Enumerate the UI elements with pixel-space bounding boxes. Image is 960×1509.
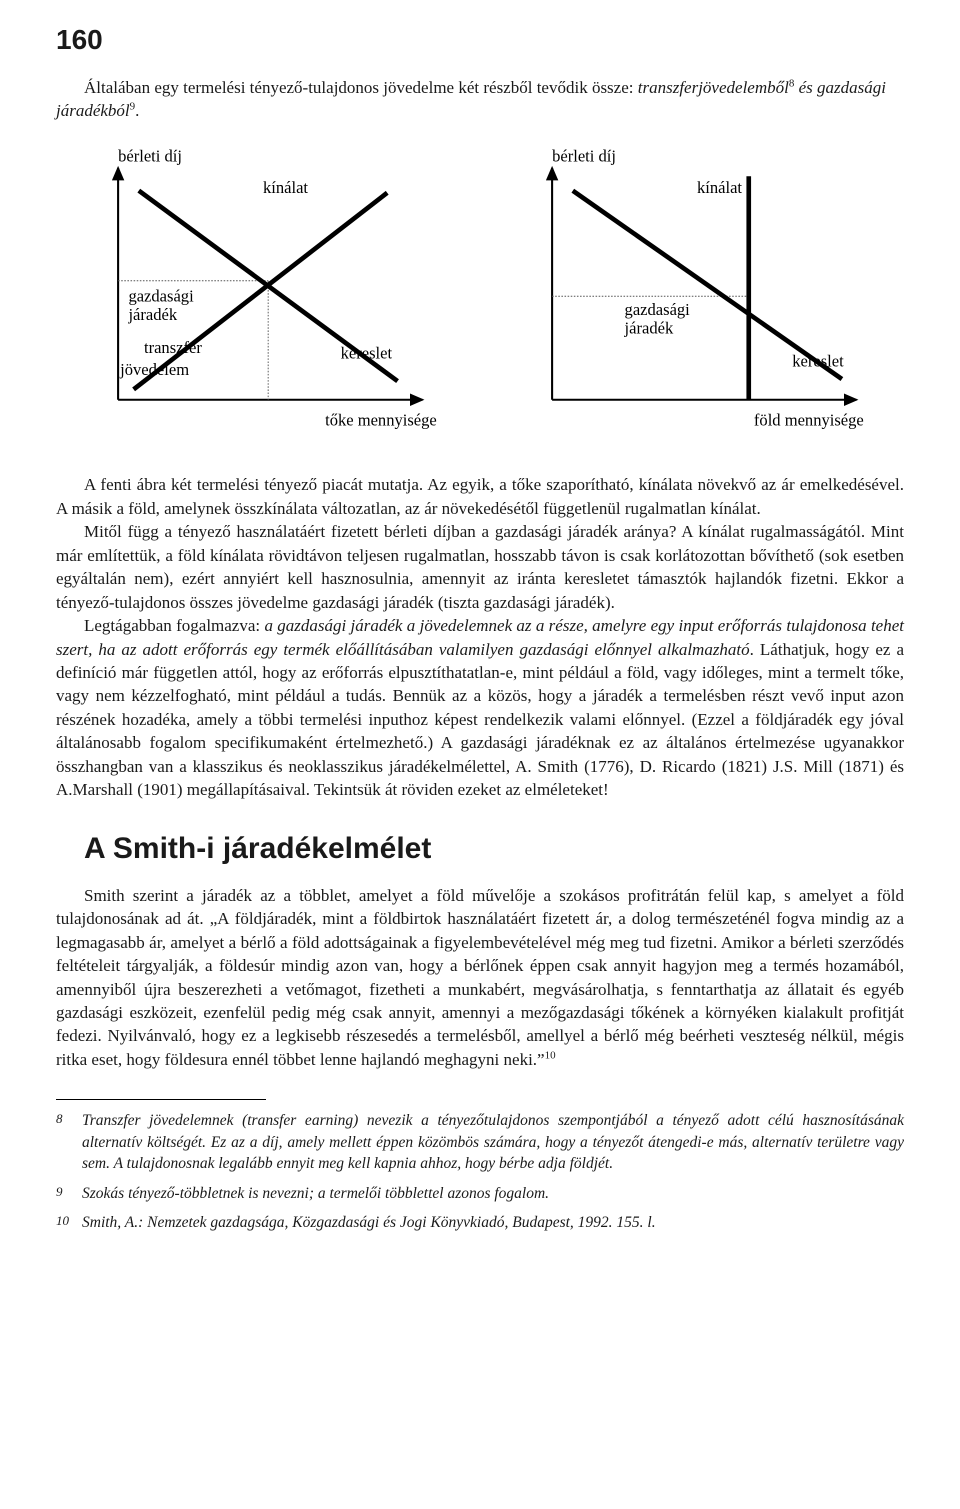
chart-right-supply: kínálat — [697, 178, 742, 197]
footnote-10-text: Smith, A.: Nemzetek gazdagsága, Közgazda… — [82, 1212, 904, 1233]
intro-c: és — [794, 78, 817, 97]
chart-left-ann1: gazdasági — [128, 286, 194, 305]
chart-right-demand: kereslet — [792, 352, 844, 371]
chart-left-svg: bérleti díj kínálat kereslet tőke mennyi… — [56, 141, 470, 452]
page-number: 160 — [56, 24, 904, 56]
intro-e: . — [135, 101, 139, 120]
body-p3a: Legtágabban fogalmazva: — [84, 616, 264, 635]
charts-row: bérleti díj kínálat kereslet tőke mennyi… — [56, 141, 904, 452]
chart-right-ann1b: járadék — [624, 318, 674, 337]
body2-p1-sup: 10 — [545, 1049, 556, 1061]
intro-b: transzferjövedelemből — [638, 78, 789, 97]
chart-right: bérleti díj kínálat kereslet föld mennyi… — [490, 141, 904, 452]
footnote-8: 8 Transzfer jövedelemnek (transfer earni… — [56, 1110, 904, 1174]
chart-left-demand: kereslet — [341, 343, 393, 362]
chart-left-supply: kínálat — [263, 178, 308, 197]
chart-left-ann1b: járadék — [127, 305, 177, 324]
chart-right-svg: bérleti díj kínálat kereslet föld mennyi… — [490, 141, 904, 452]
chart-left-ann3: jövedelem — [119, 360, 189, 379]
chart-left: bérleti díj kínálat kereslet tőke mennyi… — [56, 141, 470, 452]
footnote-8-num: 8 — [56, 1110, 82, 1174]
footnote-9: 9 Szokás tényező-többletnek is nevezni; … — [56, 1183, 904, 1204]
footnote-9-text: Szokás tényező-többletnek is nevezni; a … — [82, 1183, 904, 1204]
chart-right-ann1: gazdasági — [625, 300, 691, 319]
chart-right-ylabel: bérleti díj — [552, 147, 616, 166]
body-block-1: A fenti ábra két termelési tényező piacá… — [56, 473, 904, 801]
body-p3c: . Láthatjuk, hogy ez a definíció már füg… — [56, 640, 904, 800]
intro-a: Általában egy termelési tényező-tulajdon… — [84, 78, 638, 97]
body2-p1: Smith szerint a járadék az a többlet, am… — [56, 884, 904, 1072]
footnote-9-num: 9 — [56, 1183, 82, 1204]
footnote-8-text: Transzfer jövedelemnek (transfer earning… — [82, 1110, 904, 1174]
chart-right-xlabel: föld mennyisége — [754, 411, 864, 430]
footnote-separator — [56, 1099, 266, 1100]
chart-left-ylabel: bérleti díj — [118, 147, 182, 166]
footnotes: 8 Transzfer jövedelemnek (transfer earni… — [56, 1110, 904, 1233]
body-p1: A fenti ábra két termelési tényező piacá… — [56, 473, 904, 520]
body-p2: Mitől függ a tényező használatáért fizet… — [56, 520, 904, 614]
body-p3: Legtágabban fogalmazva: a gazdasági jára… — [56, 614, 904, 802]
footnote-10-num: 10 — [56, 1212, 82, 1233]
body2-p1a: Smith szerint a járadék az a többlet, am… — [56, 886, 904, 1069]
chart-left-xlabel: tőke mennyisége — [325, 411, 437, 430]
footnote-10: 10 Smith, A.: Nemzetek gazdagsága, Közga… — [56, 1212, 904, 1233]
intro-paragraph: Általában egy termelési tényező-tulajdon… — [56, 76, 904, 123]
chart-left-ann2: transzfer — [144, 338, 202, 357]
body-block-2: Smith szerint a járadék az a többlet, am… — [56, 884, 904, 1072]
section-heading: A Smith-i járadékelmélet — [84, 832, 904, 866]
